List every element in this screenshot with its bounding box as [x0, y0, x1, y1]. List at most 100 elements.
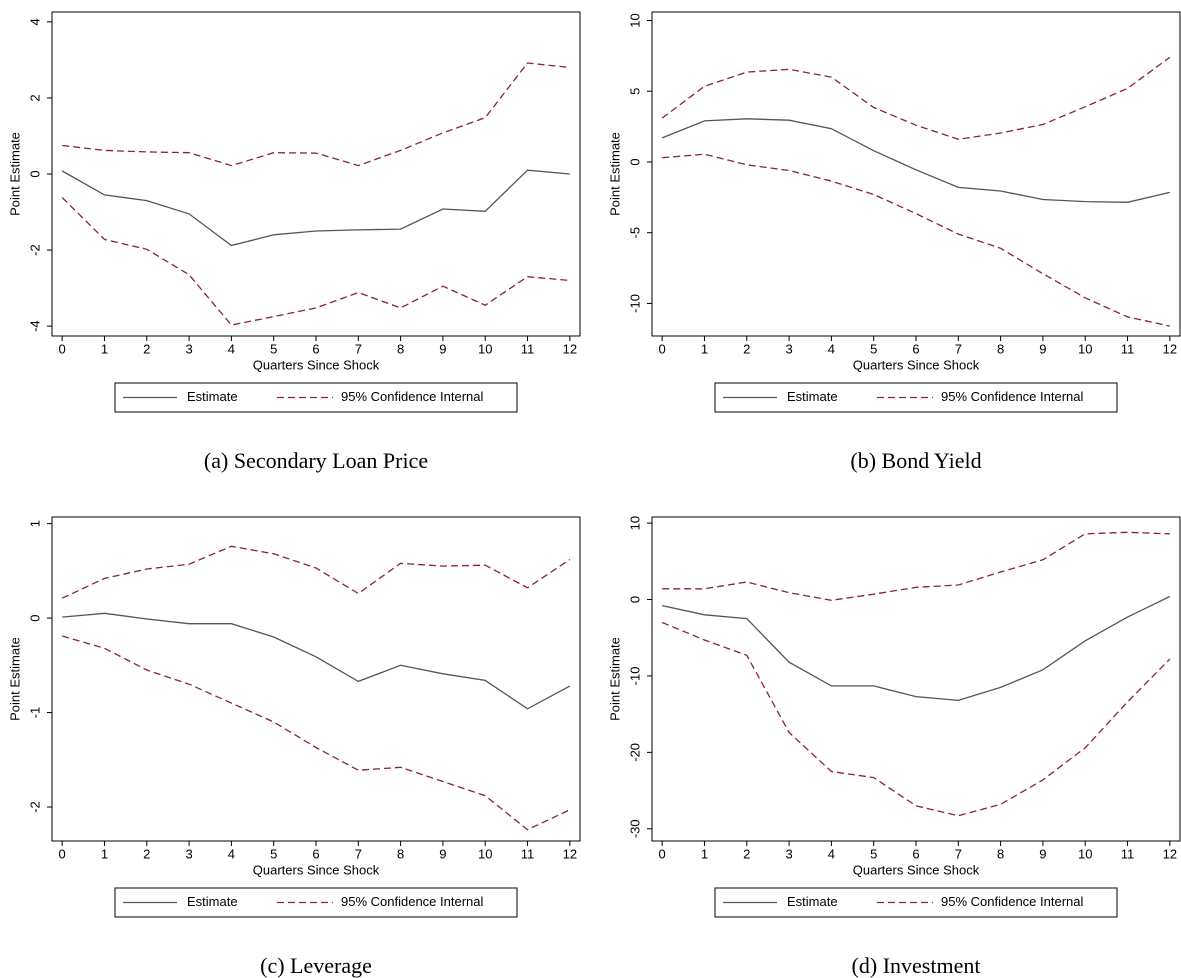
x-tick-label: 10 — [478, 846, 492, 861]
ci-upper-line — [661, 56, 1171, 140]
y-tick-label: -1 — [27, 707, 42, 719]
legend-label: 95% Confidence Internal — [341, 389, 483, 404]
x-tick-label: 1 — [701, 341, 708, 356]
x-tick-label: 2 — [143, 341, 150, 356]
x-tick-label: 10 — [1078, 341, 1092, 356]
y-tick-label: 0 — [627, 158, 642, 165]
estimate-line — [62, 612, 571, 710]
x-axis-label: Quarters Since Shock — [853, 357, 980, 372]
x-tick-label: 6 — [912, 846, 919, 861]
x-tick-label: 8 — [997, 846, 1004, 861]
y-tick-label: 1 — [27, 520, 42, 527]
caption: (d) Investment — [852, 953, 981, 978]
x-tick-label: 4 — [228, 341, 235, 356]
y-tick-label: 10 — [627, 516, 642, 530]
ci-upper-line — [62, 62, 570, 167]
x-axis-label: Quarters Since Shock — [253, 357, 380, 372]
x-tick-label: 4 — [828, 341, 835, 356]
x-axis-label: Quarters Since Shock — [853, 862, 980, 877]
legend-label: Estimate — [787, 389, 838, 404]
y-tick-label: -10 — [627, 667, 642, 686]
ci-lower-line — [62, 635, 571, 831]
caption: (c) Leverage — [260, 953, 372, 978]
x-tick-label: 9 — [1039, 846, 1046, 861]
x-tick-label: 8 — [397, 341, 404, 356]
x-tick-label: 7 — [355, 846, 362, 861]
y-tick-label: 0 — [27, 614, 42, 621]
x-tick-label: 12 — [1163, 341, 1177, 356]
legend-label: 95% Confidence Internal — [941, 894, 1083, 909]
x-tick-label: 8 — [997, 341, 1004, 356]
y-tick-label: -2 — [27, 801, 42, 813]
ci-upper-line — [61, 545, 571, 599]
x-tick-label: 4 — [828, 846, 835, 861]
y-axis-label: Point Estimate — [7, 637, 22, 721]
x-tick-label: 7 — [355, 341, 362, 356]
x-tick-label: 11 — [521, 341, 535, 356]
x-tick-label: 12 — [563, 341, 577, 356]
y-tick-label: -5 — [627, 227, 642, 239]
ci-lower-line — [662, 153, 1170, 327]
y-tick-label: -30 — [627, 819, 642, 838]
y-tick-label: 5 — [627, 88, 642, 95]
x-tick-label: 5 — [870, 341, 877, 356]
x-tick-label: 4 — [228, 846, 235, 861]
x-tick-label: 5 — [270, 341, 277, 356]
x-tick-label: 3 — [785, 846, 792, 861]
legend-label: 95% Confidence Internal — [941, 389, 1083, 404]
x-tick-label: 0 — [59, 341, 66, 356]
plot-frame — [51, 516, 581, 842]
x-tick-label: 5 — [870, 846, 877, 861]
estimate-line — [661, 118, 1170, 203]
ci-lower-line — [661, 621, 1171, 817]
x-tick-label: 6 — [912, 341, 919, 356]
x-tick-label: 11 — [1121, 341, 1135, 356]
legend-label: Estimate — [187, 389, 238, 404]
x-tick-label: 1 — [701, 846, 708, 861]
x-tick-label: 0 — [59, 846, 66, 861]
y-tick-label: 0 — [627, 596, 642, 603]
x-tick-label: 7 — [955, 341, 962, 356]
plot-frame — [51, 11, 581, 337]
x-tick-label: 7 — [955, 846, 962, 861]
x-axis-label: Quarters Since Shock — [253, 862, 380, 877]
legend-label: Estimate — [787, 894, 838, 909]
x-tick-label: 12 — [1163, 846, 1177, 861]
x-tick-label: 0 — [659, 341, 666, 356]
x-tick-label: 9 — [439, 341, 446, 356]
y-axis-label: Point Estimate — [607, 132, 622, 216]
x-tick-label: 2 — [143, 846, 150, 861]
ci-lower-line — [61, 197, 570, 326]
x-tick-label: 12 — [563, 846, 577, 861]
y-tick-label: 0 — [27, 170, 42, 177]
x-tick-label: 9 — [439, 846, 446, 861]
y-tick-label: -10 — [627, 294, 642, 313]
y-tick-label: 10 — [627, 13, 642, 27]
x-tick-label: 6 — [312, 341, 319, 356]
x-tick-label: 1 — [101, 846, 108, 861]
x-tick-label: 0 — [659, 846, 666, 861]
ci-upper-line — [662, 531, 1170, 601]
x-tick-label: 1 — [101, 341, 108, 356]
x-tick-label: 8 — [397, 846, 404, 861]
y-tick-label: -2 — [27, 244, 42, 256]
plot-frame — [651, 516, 1181, 842]
legend-label: Estimate — [187, 894, 238, 909]
x-tick-label: 6 — [312, 846, 319, 861]
y-tick-label: 2 — [27, 94, 42, 101]
x-tick-label: 2 — [743, 341, 750, 356]
y-axis-label: Point Estimate — [607, 637, 622, 721]
x-tick-label: 10 — [1078, 846, 1092, 861]
y-axis-label: Point Estimate — [7, 132, 22, 216]
caption: (a) Secondary Loan Price — [204, 448, 428, 473]
x-tick-label: 2 — [743, 846, 750, 861]
x-tick-label: 11 — [1121, 846, 1135, 861]
legend-label: 95% Confidence Internal — [341, 894, 483, 909]
y-tick-label: -20 — [627, 743, 642, 762]
caption: (b) Bond Yield — [850, 448, 981, 473]
y-tick-label: -4 — [27, 320, 42, 332]
x-tick-label: 10 — [478, 341, 492, 356]
estimate-line — [61, 169, 570, 247]
y-tick-label: 4 — [27, 18, 42, 25]
